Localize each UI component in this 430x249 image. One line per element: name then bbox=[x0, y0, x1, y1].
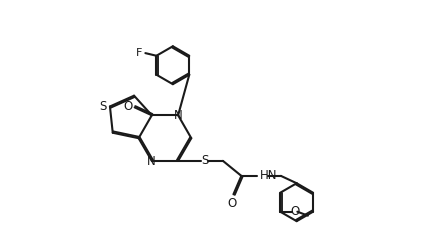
Text: S: S bbox=[99, 100, 107, 113]
Text: N: N bbox=[147, 155, 156, 168]
Text: O: O bbox=[290, 205, 299, 218]
Text: HN: HN bbox=[260, 169, 277, 182]
Text: O: O bbox=[123, 100, 132, 113]
Text: F: F bbox=[135, 48, 142, 58]
Text: N: N bbox=[174, 109, 183, 122]
Text: S: S bbox=[201, 154, 208, 167]
Text: O: O bbox=[227, 197, 237, 210]
